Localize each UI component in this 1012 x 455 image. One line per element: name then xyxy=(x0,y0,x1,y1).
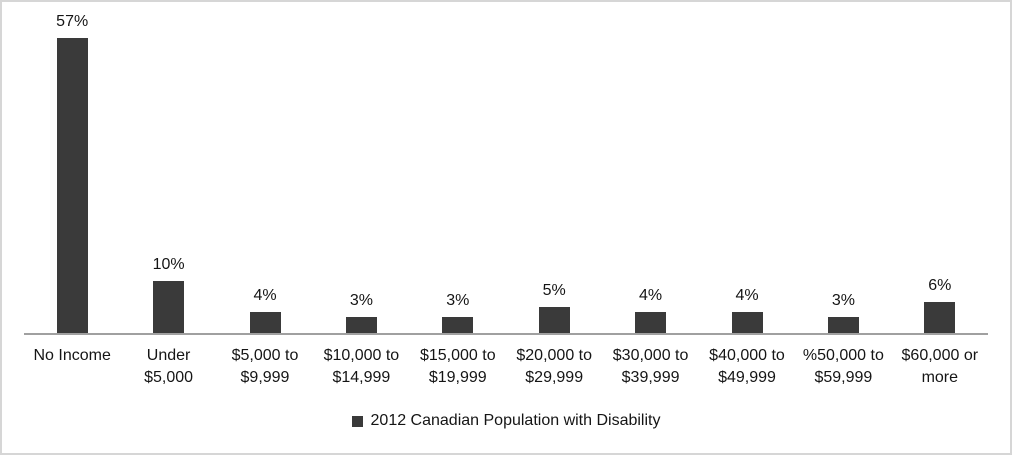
legend: 2012 Canadian Population with Disability xyxy=(2,412,1010,430)
value-label-30-000-to-39-999: 4% xyxy=(639,287,663,304)
bar-30-000-to-39-999 xyxy=(635,312,667,333)
bar-under-5-000 xyxy=(153,281,185,333)
category-label-15-000-to-19-999: $15,000 to $19,999 xyxy=(419,347,496,386)
bar-5-000-to-9-999 xyxy=(249,312,281,333)
legend-label: 2012 Canadian Population with Disability xyxy=(370,412,661,429)
bar-no-income xyxy=(56,38,88,333)
value-label-5-000-to-9-999: 4% xyxy=(253,287,277,304)
category-label-10-000-to-14-999: $10,000 to $14,999 xyxy=(323,347,400,386)
bar-20-000-to-29-999 xyxy=(538,307,570,333)
value-label-50-000-to-59-999: 3% xyxy=(831,292,855,309)
value-label-15-000-to-19-999: 3% xyxy=(446,292,470,309)
bar-10-000-to-14-999 xyxy=(345,317,377,333)
bar-40-000-to-49-999 xyxy=(731,312,763,333)
value-label-no-income: 57% xyxy=(56,13,89,30)
category-label-under-5-000: Under $5,000 xyxy=(144,347,194,386)
value-label-40-000-to-49-999: 4% xyxy=(735,287,759,304)
value-label-10-000-to-14-999: 3% xyxy=(349,292,373,309)
category-label-50-000-to-59-999: %50,000 to $59,999 xyxy=(802,347,884,386)
category-label-60-000-or-more: $60,000 or more xyxy=(901,347,979,386)
x-axis-line xyxy=(24,333,988,335)
value-label-under-5-000: 10% xyxy=(152,256,185,273)
category-label-20-000-to-29-999: $20,000 to $29,999 xyxy=(516,347,592,386)
category-label-40-000-to-49-999: $40,000 to $49,999 xyxy=(709,347,785,386)
bar-15-000-to-19-999 xyxy=(442,317,474,333)
value-label-60-000-or-more: 6% xyxy=(928,277,952,294)
value-label-20-000-to-29-999: 5% xyxy=(542,282,566,299)
bar-50-000-to-59-999 xyxy=(827,317,859,333)
category-label-30-000-to-39-999: $30,000 to $39,999 xyxy=(612,347,689,386)
bar-60-000-or-more xyxy=(924,302,956,333)
category-label-no-income: No Income xyxy=(33,347,111,364)
legend-marker-square xyxy=(351,415,363,427)
category-label-5-000-to-9-999: $5,000 to $9,999 xyxy=(231,347,299,386)
